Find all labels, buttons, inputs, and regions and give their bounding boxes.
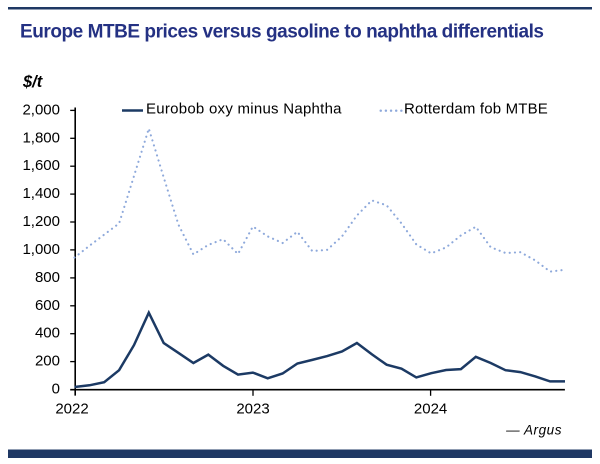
svg-text:800: 800: [35, 269, 60, 286]
svg-text:Rotterdam fob MTBE: Rotterdam fob MTBE: [404, 101, 548, 118]
svg-text:— Argus: — Argus: [505, 422, 562, 437]
svg-text:400: 400: [35, 325, 60, 342]
svg-text:2,000: 2,000: [22, 101, 60, 118]
svg-text:600: 600: [35, 297, 60, 314]
svg-text:1,000: 1,000: [22, 241, 60, 258]
svg-text:2023: 2023: [236, 401, 269, 418]
svg-text:Europe MTBE prices versus gaso: Europe MTBE prices versus gasoline to na…: [20, 21, 544, 42]
svg-text:200: 200: [35, 353, 60, 370]
svg-text:2024: 2024: [414, 401, 447, 418]
svg-text:1,200: 1,200: [22, 213, 60, 230]
svg-text:1,600: 1,600: [22, 157, 60, 174]
svg-text:1,400: 1,400: [22, 185, 60, 202]
svg-text:$/t: $/t: [22, 73, 44, 91]
svg-text:0: 0: [52, 381, 60, 398]
svg-text:1,800: 1,800: [22, 129, 60, 146]
svg-text:Eurobob oxy minus Naphtha: Eurobob oxy minus Naphtha: [146, 101, 342, 118]
svg-text:2022: 2022: [55, 401, 88, 418]
